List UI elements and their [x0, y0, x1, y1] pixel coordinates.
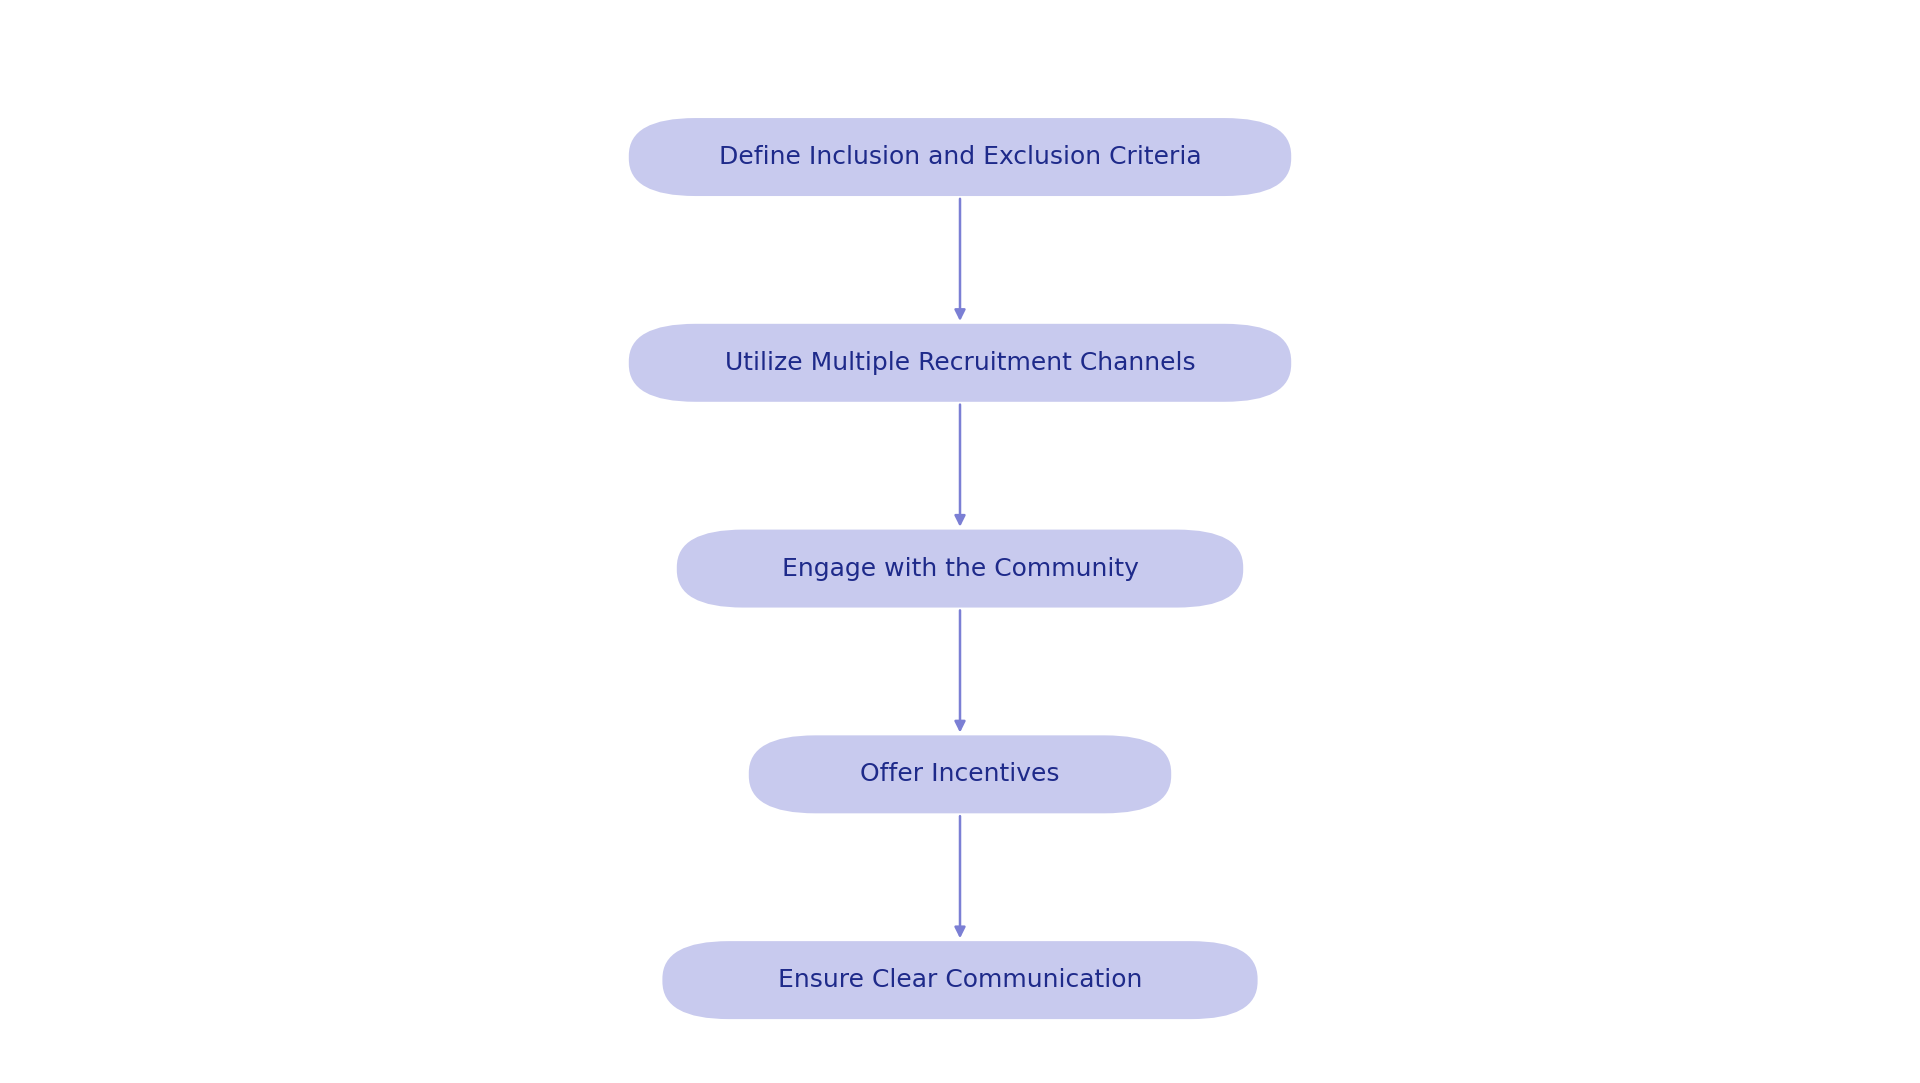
Text: Engage with the Community: Engage with the Community [781, 557, 1139, 580]
FancyBboxPatch shape [630, 324, 1290, 402]
Text: Offer Incentives: Offer Incentives [860, 762, 1060, 786]
FancyBboxPatch shape [749, 735, 1171, 813]
Text: Utilize Multiple Recruitment Channels: Utilize Multiple Recruitment Channels [724, 351, 1196, 375]
FancyBboxPatch shape [662, 941, 1258, 1019]
Text: Ensure Clear Communication: Ensure Clear Communication [778, 968, 1142, 992]
FancyBboxPatch shape [678, 530, 1242, 608]
FancyBboxPatch shape [630, 118, 1290, 196]
Text: Define Inclusion and Exclusion Criteria: Define Inclusion and Exclusion Criteria [718, 145, 1202, 169]
